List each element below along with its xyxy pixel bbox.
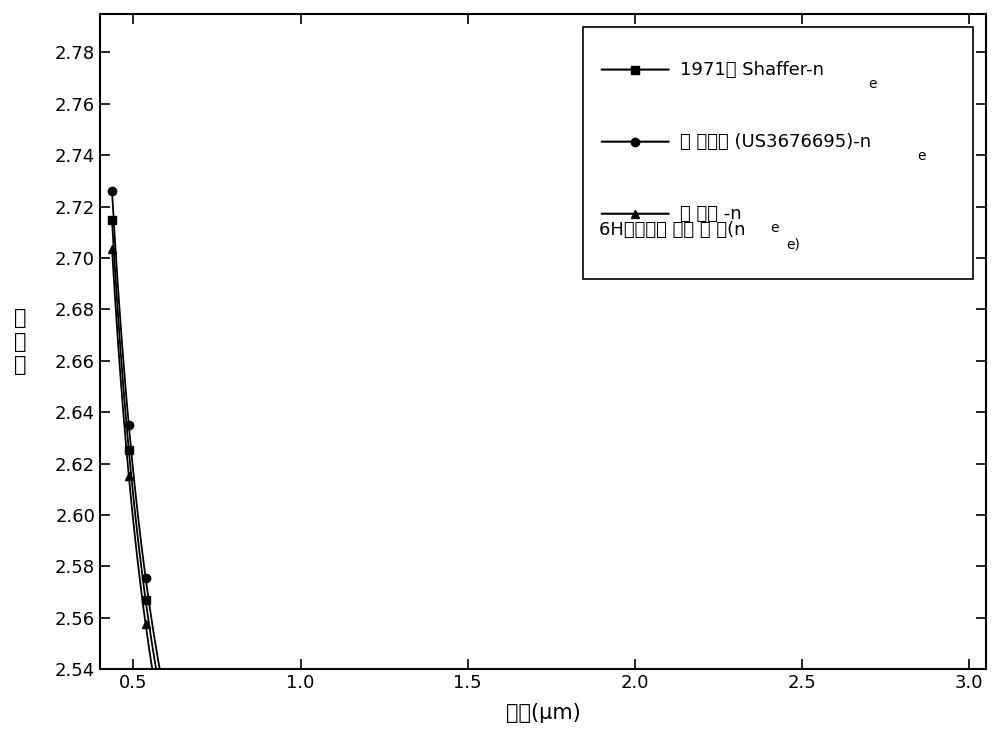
Text: 1971年 Shaffer-n: 1971年 Shaffer-n [680, 60, 824, 79]
Text: e: e [770, 221, 779, 235]
Text: 6H碳化硯折 射率 对 比(n: 6H碳化硯折 射率 对 比(n [599, 221, 745, 239]
Bar [583, 27, 973, 279]
Text: 美 国专利 (US3676695)-n: 美 国专利 (US3676695)-n [680, 133, 872, 150]
Y-axis label: 折
射
率: 折 射 率 [14, 308, 26, 374]
Text: e): e) [787, 237, 801, 251]
Text: e: e [917, 149, 926, 163]
Text: e: e [868, 77, 877, 91]
X-axis label: 波长(μm): 波长(μm) [506, 703, 580, 723]
Text: 本 发明 -n: 本 发明 -n [680, 205, 742, 223]
